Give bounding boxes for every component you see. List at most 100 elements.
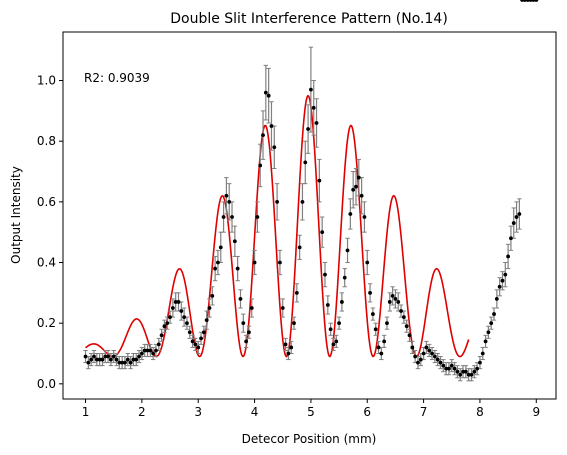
point-layer: [83, 0, 539, 377]
data-point: [525, 0, 530, 2]
data-point: [320, 230, 325, 235]
data-point: [494, 297, 499, 301]
data-point: [266, 93, 271, 98]
data-point: [345, 248, 350, 253]
data-point: [261, 133, 265, 138]
data-point: [210, 293, 215, 298]
data-point: [294, 290, 299, 295]
y-tick-label: 0.2: [37, 316, 56, 330]
data-point: [89, 357, 94, 362]
data-point: [379, 351, 384, 356]
data-point: [108, 357, 113, 362]
y-axis: 0.0 0.2 0.4 0.6 0.8 1.0: [37, 74, 63, 391]
data-point: [368, 290, 372, 295]
data-point: [509, 236, 513, 241]
data-point: [176, 300, 181, 304]
data-point: [289, 345, 294, 350]
data-point: [387, 300, 392, 304]
x-axis-label: Detecor Position (mm): [242, 432, 377, 446]
data-point: [317, 178, 322, 183]
data-point: [199, 336, 203, 341]
data-point: [103, 354, 108, 359]
data-point: [145, 348, 150, 353]
data-point: [297, 245, 302, 250]
data-point: [247, 330, 251, 335]
y-tick-label: 0.6: [37, 195, 56, 209]
y-tick-label: 0.4: [37, 256, 56, 270]
data-point: [328, 327, 333, 332]
data-point: [452, 366, 457, 371]
x-tick-label: 3: [194, 405, 202, 419]
data-point: [362, 215, 367, 219]
data-point: [351, 187, 356, 192]
data-point: [407, 333, 412, 338]
x-tick-label: 2: [138, 405, 146, 419]
data-point: [120, 360, 125, 365]
data-point: [111, 354, 116, 359]
data-point: [311, 105, 316, 110]
data-point: [461, 369, 465, 374]
data-point: [278, 260, 282, 265]
data-point: [480, 351, 485, 356]
data-point: [97, 357, 102, 362]
data-point: [401, 315, 406, 320]
data-point: [314, 121, 319, 125]
data-point: [134, 357, 139, 362]
data-point: [213, 266, 218, 271]
data-point: [373, 327, 378, 332]
data-point: [399, 309, 403, 313]
x-tick-label: 4: [251, 405, 259, 419]
data-point: [410, 345, 415, 350]
data-point: [359, 193, 364, 198]
data-point: [179, 309, 184, 313]
data-point: [224, 193, 229, 198]
data-point: [280, 306, 285, 310]
data-point: [216, 260, 220, 265]
fit-curve: [85, 94, 470, 358]
data-point: [106, 354, 110, 359]
data-point: [413, 354, 418, 359]
x-tick-label: 7: [420, 405, 428, 419]
x-tick-label: 1: [82, 405, 90, 419]
data-point: [303, 160, 308, 165]
data-point: [385, 321, 389, 326]
y-axis-label: Output Intensity: [9, 166, 23, 264]
data-point: [263, 90, 268, 95]
data-point: [258, 163, 263, 168]
data-point: [148, 348, 153, 353]
data-point: [218, 245, 223, 250]
data-point: [204, 318, 209, 323]
data-point: [331, 342, 336, 347]
data-point: [438, 360, 443, 365]
data-point: [430, 351, 434, 356]
data-point: [517, 212, 522, 216]
data-point: [432, 354, 437, 359]
plot-area: [62, 31, 557, 400]
data-point: [449, 363, 454, 368]
data-point: [249, 306, 254, 310]
data-point: [272, 145, 277, 150]
data-point: [83, 354, 88, 359]
data-point: [131, 357, 136, 362]
data-point: [125, 357, 130, 362]
data-point: [286, 351, 291, 356]
data-point: [354, 184, 358, 189]
data-point: [241, 321, 246, 326]
data-point: [162, 324, 167, 329]
x-tick-label: 9: [532, 405, 540, 419]
data-point: [252, 260, 257, 265]
data-point: [292, 321, 296, 326]
data-point: [227, 199, 232, 204]
data-point: [238, 297, 243, 301]
data-point: [323, 272, 327, 277]
data-point: [173, 300, 178, 304]
x-axis: 1 2 3 4 5 6 7 8 9: [82, 399, 540, 419]
data-point: [418, 357, 423, 362]
data-point: [393, 297, 398, 301]
data-point: [472, 369, 477, 374]
data-point: [221, 215, 226, 219]
data-point: [382, 339, 387, 344]
y-tick-label: 0.0: [37, 377, 56, 391]
data-point: [447, 366, 451, 371]
data-point: [201, 330, 206, 335]
